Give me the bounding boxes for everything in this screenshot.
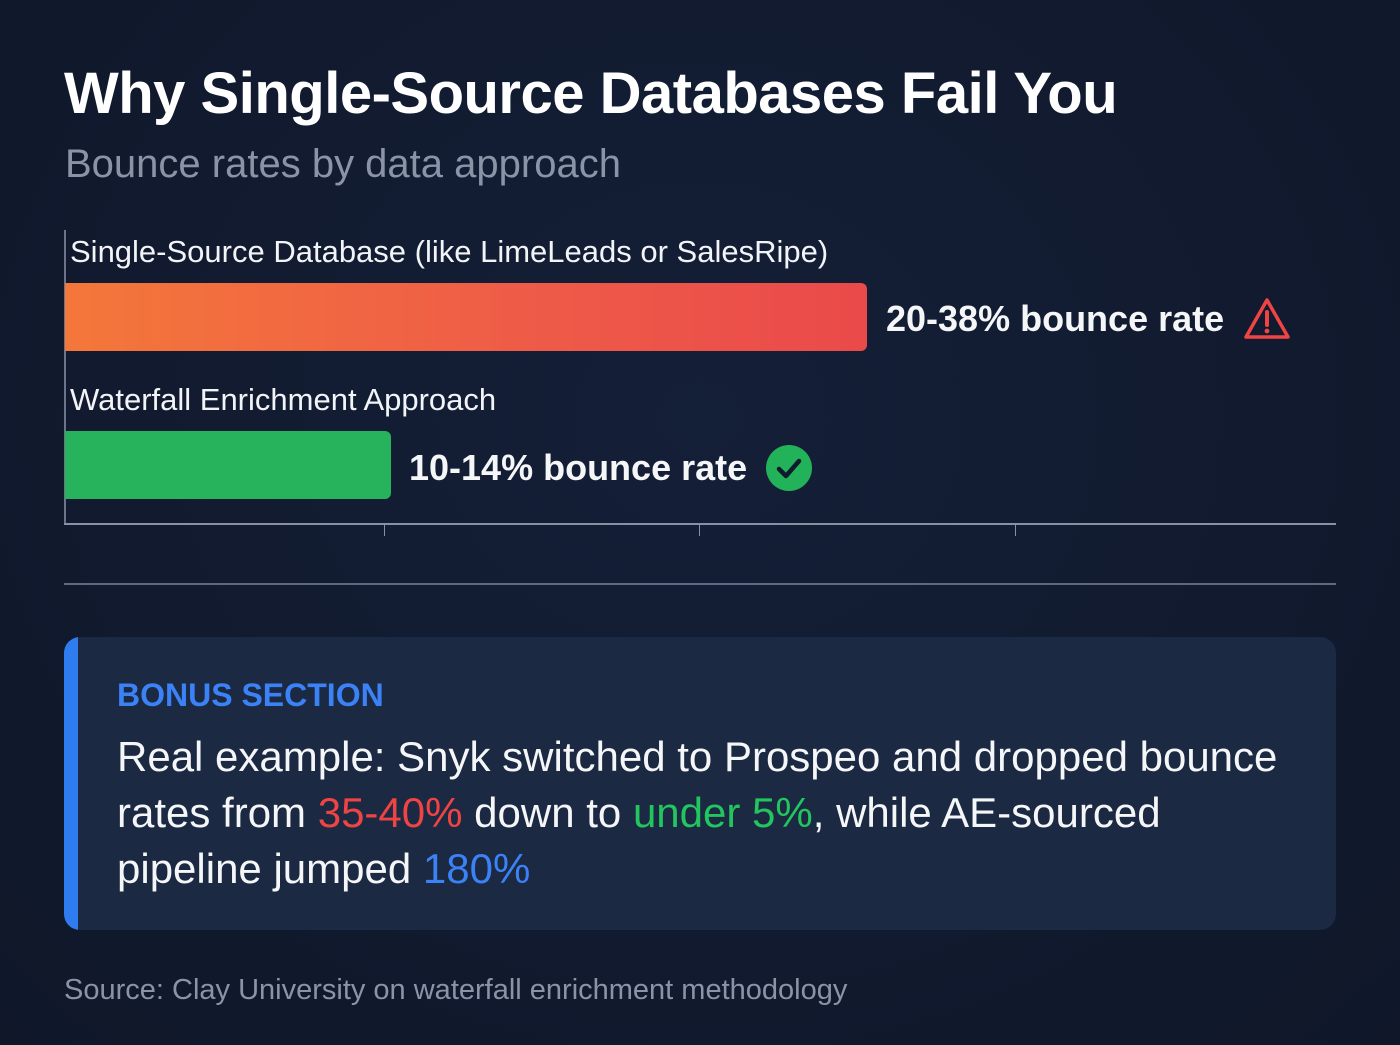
chart-subtitle: Bounce rates by data approach bbox=[65, 142, 621, 186]
bonus-text-part: down to bbox=[462, 789, 633, 836]
bar-chart: Single-Source Database (like LimeLeads o… bbox=[64, 230, 1336, 536]
x-axis-tick bbox=[699, 525, 700, 536]
highlight-old-bounce-rate: 35-40% bbox=[317, 789, 463, 836]
highlight-pipeline-growth: 180% bbox=[422, 845, 531, 892]
check-circle-icon bbox=[765, 444, 813, 492]
bar-label-single-source: Single-Source Database (like LimeLeads o… bbox=[70, 234, 829, 269]
bonus-callout: BONUS SECTION Real example: Snyk switche… bbox=[64, 637, 1336, 930]
value-label-waterfall: 10-14% bounce rate bbox=[409, 444, 813, 492]
bonus-text-part: Real example: Snyk switched to Prospeo a… bbox=[117, 733, 1278, 836]
x-axis-tick bbox=[384, 525, 385, 536]
bonus-heading: BONUS SECTION bbox=[117, 677, 384, 713]
value-text: 20-38% bounce rate bbox=[886, 298, 1225, 339]
x-axis-tick bbox=[1015, 525, 1016, 536]
bar-single-source bbox=[65, 283, 867, 351]
y-axis bbox=[64, 230, 66, 524]
x-axis bbox=[64, 523, 1336, 525]
bonus-accent-bar bbox=[64, 637, 78, 930]
warning-icon bbox=[1242, 296, 1292, 342]
value-label-single-source: 20-38% bounce rate bbox=[886, 296, 1292, 342]
source-note: Source: Clay University on waterfall enr… bbox=[64, 974, 848, 1006]
bar-waterfall bbox=[65, 431, 391, 499]
highlight-new-bounce-rate: under 5% bbox=[632, 789, 813, 836]
section-divider bbox=[64, 583, 1336, 585]
bar-label-waterfall: Waterfall Enrichment Approach bbox=[70, 382, 497, 417]
bonus-text-part: , while AE-sourced pipeline jumped bbox=[117, 789, 1161, 892]
chart-title: Why Single-Source Databases Fail You bbox=[64, 61, 1118, 126]
bonus-text: Real example: Snyk switched to Prospeo a… bbox=[117, 729, 1297, 897]
value-text: 10-14% bounce rate bbox=[409, 447, 748, 488]
